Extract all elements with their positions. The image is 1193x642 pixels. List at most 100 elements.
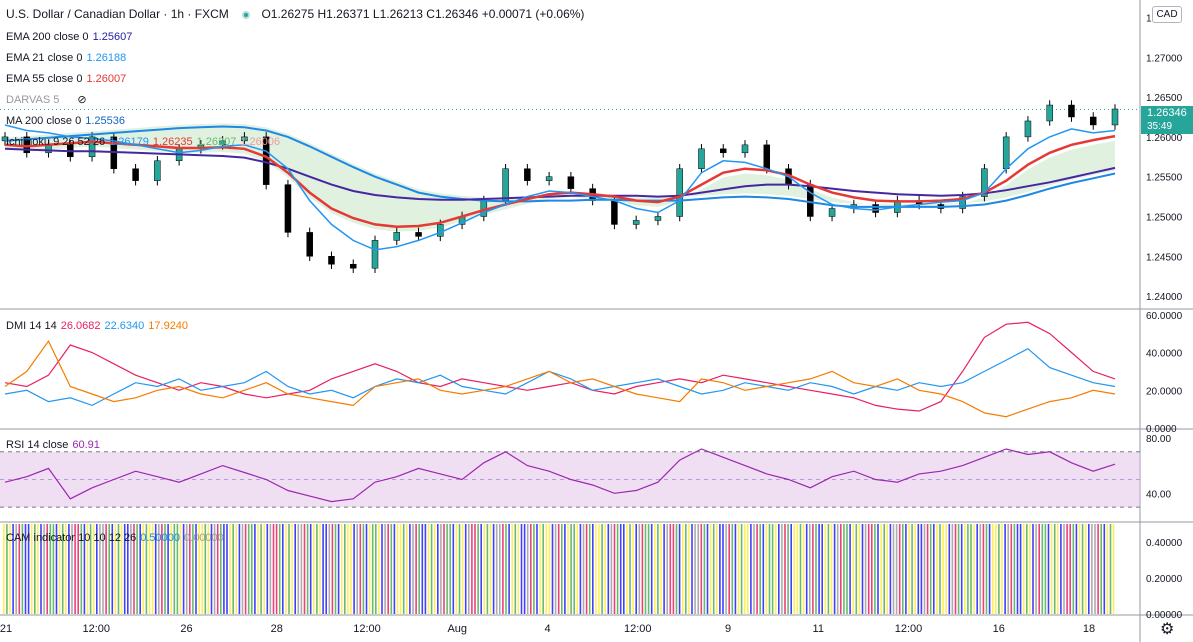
cam-bar [480,524,482,614]
cam-bar [198,524,200,614]
cam-bar [731,524,734,614]
close-value: C1.26346 [426,7,479,21]
cam-bar [34,524,36,614]
cam-bar [393,524,396,614]
legend-label: CAM indicator 10 10 12 26 [6,532,137,544]
cam-bar [1109,524,1112,614]
cam-legend: CAM indicator 10 10 12 26 0.50000 0.00000 [6,531,228,545]
cam-bar [257,524,259,614]
cam-bar [499,524,501,614]
cam-bar [1091,524,1093,614]
cam-bar [260,524,262,614]
cam-bar [362,524,365,614]
cam-bar [523,524,526,614]
cam-bar [725,524,727,614]
legend-row[interactable]: EMA 21 close 0 1.26188 [6,51,130,65]
cam-bar [768,524,771,614]
cam-bar [781,524,783,614]
cam-bar [743,524,746,614]
cam-bar [492,524,495,614]
cam-bar [765,524,768,614]
cam-bar [1010,524,1013,614]
cam-bar [902,524,904,614]
candle-body [763,144,771,169]
cam-bar [37,524,39,614]
cam-bar [340,524,343,614]
settings-gear-icon[interactable]: ⚙ [1160,621,1175,638]
cam-bar [619,524,622,614]
cam-bar [232,524,234,614]
cam-bar [1097,524,1099,614]
cam-bar [1094,524,1096,614]
cam-bar [443,524,445,614]
cam-bar [836,524,839,614]
cam-bar [238,524,241,614]
cam-bar [235,524,238,614]
cam-bar [179,524,182,614]
legend-value: 0.50000 [140,532,181,544]
cam-bar [83,524,86,614]
cam-bar [449,524,451,614]
legend-row[interactable]: EMA 55 close 0 1.26007 [6,72,130,86]
cam-bar [114,524,117,614]
cam-bar [778,524,780,614]
cam-bar [300,524,303,614]
candle-body [371,240,379,269]
cam-bar [437,524,439,614]
cam-bar [936,524,938,614]
currency-button[interactable]: CAD [1152,6,1182,23]
axis-tick-label: 60.0000 [1146,311,1183,322]
cam-bar [1050,524,1053,614]
cam-bar [685,524,687,614]
adx-line [4,340,1116,418]
cam-bar [61,524,64,614]
ichimoku-legend[interactable]: Ichimoku 9 26 52 26 1.26179 1.26235 1.26207… [6,135,284,149]
cam-bar [564,524,566,614]
cam-bar [192,524,194,614]
hidden-eye-icon: ⊘ [77,94,87,106]
cam-bar [895,524,898,614]
legend-row[interactable]: MA 200 close 0 1.25536 [6,114,129,128]
axis-tick-label: 0.0000 [1146,424,1177,435]
candle-body [524,168,531,181]
candle-body [415,232,422,237]
time-axis-label: 28 [271,623,283,635]
cam-bar [328,524,331,614]
cam-bar [223,524,225,614]
cam-bar [254,524,256,614]
cam-bar [96,524,98,614]
cam-bar [762,524,765,614]
cam-bar [809,524,811,614]
ohlc-values: O1.26275 H1.26371 L1.26213 C1.26346 +0.0… [261,7,584,21]
cam-bar [430,524,433,614]
candle-body [1024,120,1032,138]
cam-bar [99,524,101,614]
symbol-title[interactable]: U.S. Dollar / Canadian Dollar · 1h · FXC… [6,7,229,21]
cam-bar [805,524,808,614]
cam-bar [976,524,978,614]
cam-bar [368,524,371,614]
cam-bar [610,524,613,614]
time-axis-label: 21 [0,623,12,635]
cam-bar [117,524,120,614]
legend-row[interactable]: DARVAS 5 ⊘ [6,93,91,107]
time-axis-label: 26 [180,623,192,635]
cam-bar [545,524,548,614]
cam-bar [229,524,231,614]
cam-bar [846,524,848,614]
cam-bar [750,524,752,614]
cam-bar [316,524,318,614]
cam-bar [77,524,79,614]
legend-row[interactable]: EMA 200 close 0 1.25607 [6,30,136,44]
candle-body [741,144,749,154]
cam-bar [663,524,665,614]
cam-bar [151,524,154,614]
cam-bar [226,524,228,614]
axis-tick-label: 40.00 [1146,489,1171,500]
cam-bar [756,524,758,614]
cam-bar [241,524,244,614]
legend-label: DMI 14 14 [6,320,57,332]
cam-bar [592,524,594,614]
cam-bar [923,524,926,614]
